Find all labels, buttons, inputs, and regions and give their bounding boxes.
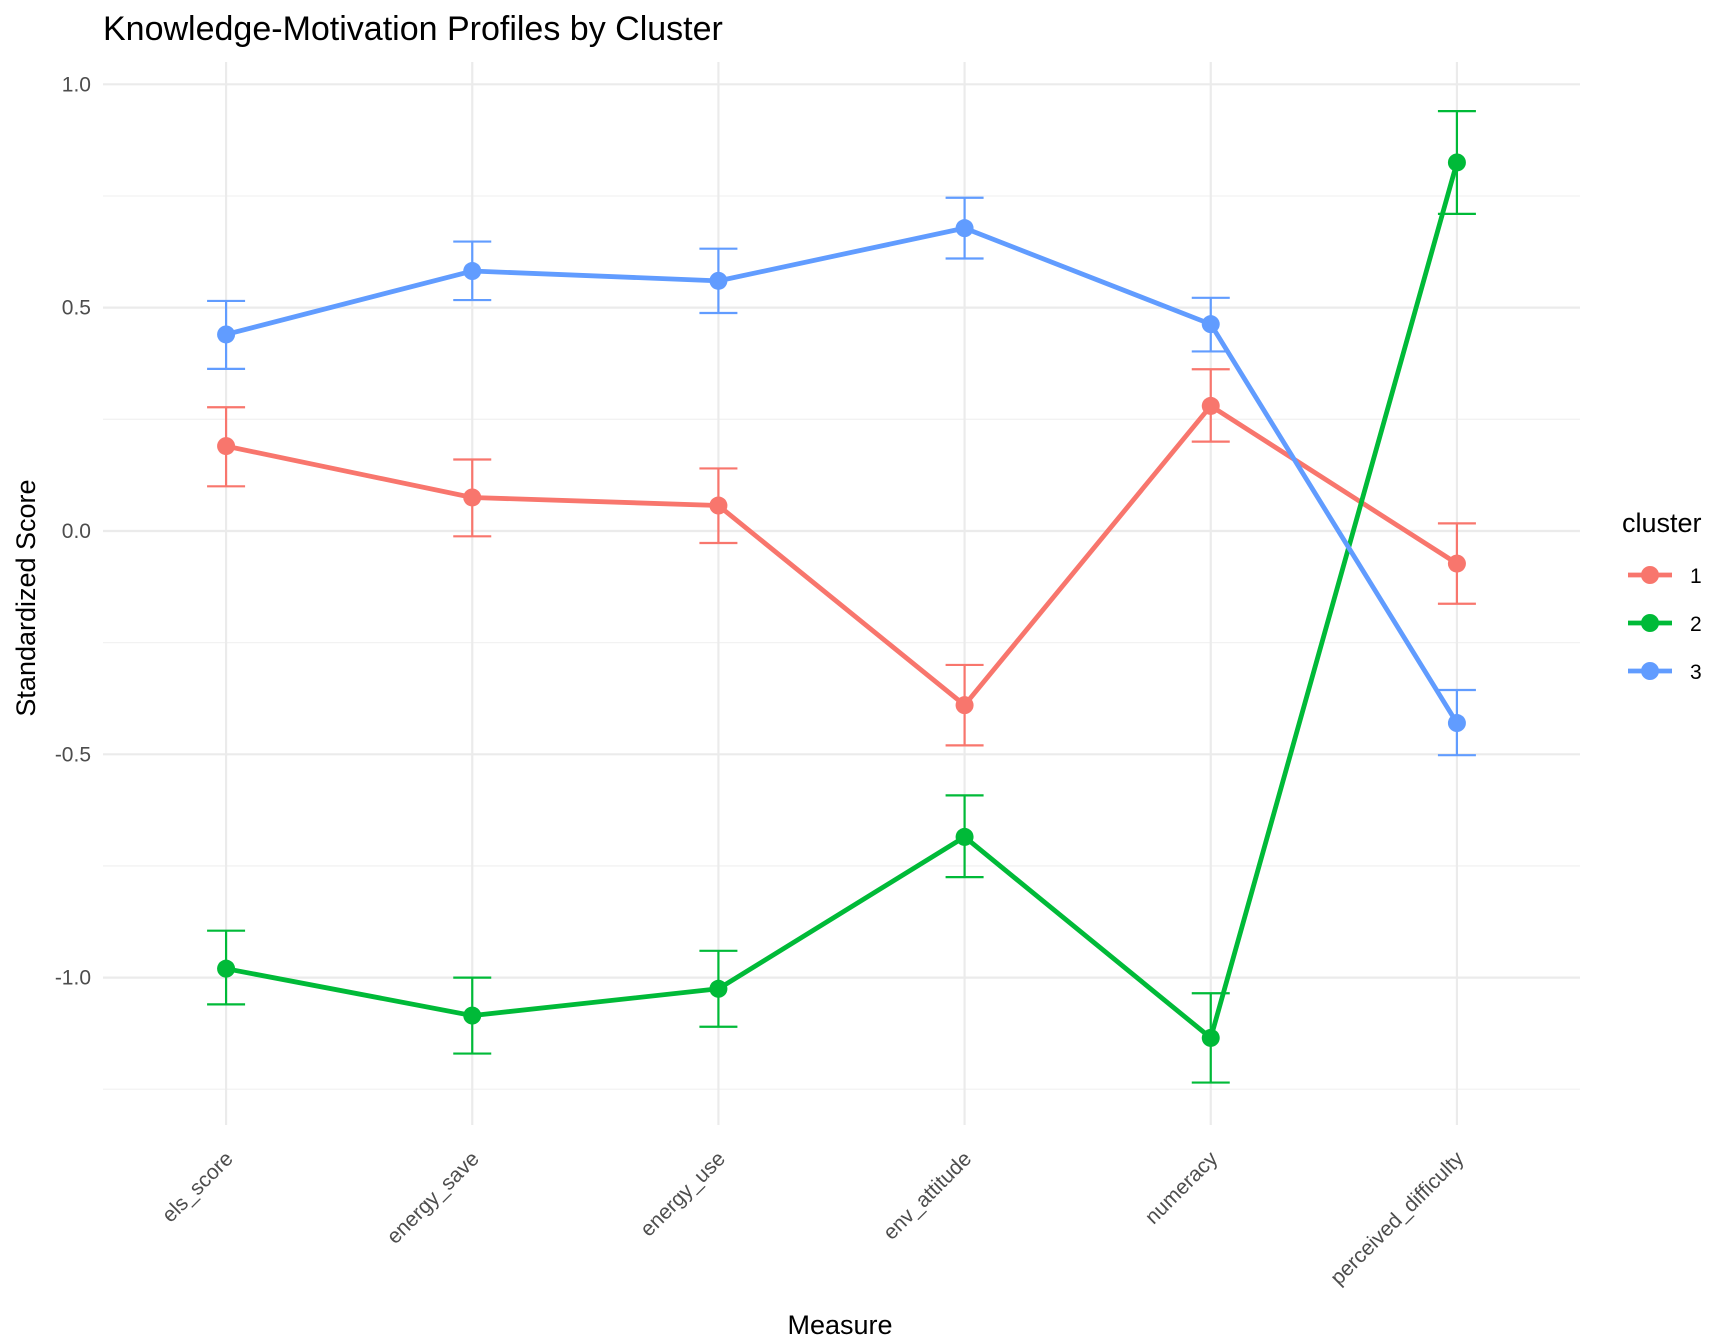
y-tick-labels: 1.0 0.5 0.0 -0.5 -1.0 [55, 73, 91, 989]
chart-title: Knowledge-Motivation Profiles by Cluster [103, 10, 723, 48]
x-tick-labels: els_score energy_save energy_use env_attitu… [158, 1147, 1469, 1290]
y-axis-title: Standardized Score [11, 479, 41, 716]
series-line-1 [225, 403, 1459, 708]
series-line-2 [225, 161, 1460, 1041]
legend-key-3 [1628, 662, 1672, 680]
y-tick-label: 0.5 [62, 297, 91, 320]
legend-label: 2 [1690, 613, 1702, 636]
legend-label: 3 [1690, 661, 1702, 684]
data-point [709, 271, 728, 290]
legend-title: cluster [1622, 508, 1702, 538]
data-point [955, 827, 974, 846]
y-tick-label: -1.0 [55, 967, 91, 990]
error-bars [207, 110, 1476, 1084]
data-point [955, 696, 974, 715]
x-tick-label: perceived_difficulty [1326, 1147, 1469, 1290]
x-axis-title: Measure [787, 1310, 892, 1340]
legend: cluster 1 2 3 [1622, 508, 1702, 684]
data-point [217, 437, 236, 456]
data-point [1447, 153, 1466, 172]
x-tick-label: numeracy [1141, 1147, 1223, 1229]
data-points [217, 153, 1466, 1047]
data-point [1201, 1028, 1220, 1047]
x-tick-label: energy_use [636, 1147, 730, 1241]
data-point [1201, 396, 1220, 415]
x-tick-label: els_score [158, 1147, 238, 1227]
data-point [1201, 315, 1220, 334]
data-point [217, 325, 236, 344]
gridlines [103, 62, 1580, 1125]
data-point [463, 488, 482, 507]
data-point [955, 219, 974, 238]
x-tick-label: energy_save [382, 1147, 483, 1248]
data-point [1447, 714, 1466, 733]
y-tick-label: 0.0 [62, 520, 91, 543]
data-point [217, 959, 236, 978]
x-tick-label: env_attitude [879, 1147, 976, 1244]
y-tick-label: -0.5 [55, 743, 91, 766]
data-point [709, 496, 728, 515]
legend-label: 1 [1690, 565, 1702, 588]
data-point [463, 1006, 482, 1025]
data-point [709, 979, 728, 998]
series-line-3 [225, 225, 1459, 725]
y-tick-label: 1.0 [62, 73, 91, 96]
legend-key-1 [1628, 566, 1672, 584]
data-point [463, 262, 482, 281]
legend-key-2 [1628, 614, 1672, 632]
series-lines [225, 161, 1460, 1041]
data-point [1447, 554, 1466, 573]
